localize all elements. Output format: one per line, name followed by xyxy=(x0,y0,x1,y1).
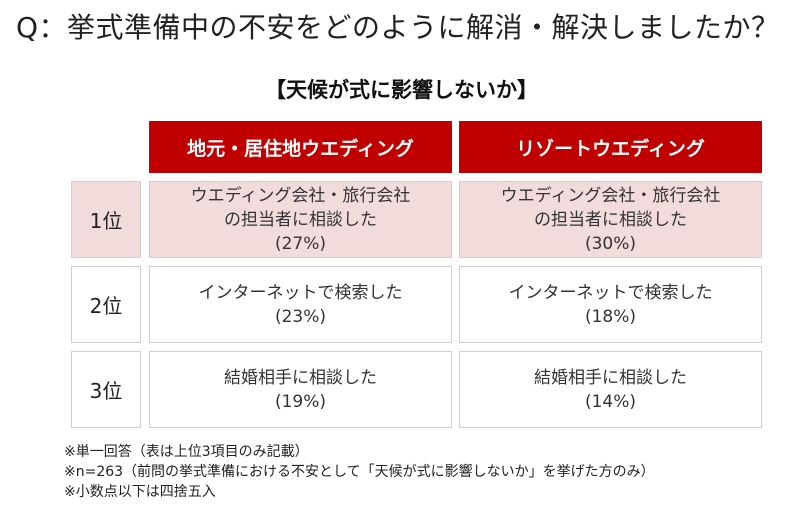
cell-percent: (14%) xyxy=(584,391,637,412)
cell-percent: (19%) xyxy=(274,391,327,412)
table-cell: インターネットで検索した (23%) xyxy=(149,266,452,343)
cell-percent: (27%) xyxy=(274,233,327,254)
cell-percent: (18%) xyxy=(584,306,637,327)
footnote: ※n=263（前問の挙式準備における不安として「天候が式に影響しないか」を挙げた… xyxy=(64,464,655,480)
table-cell: ウエディング会社・旅行会社 の担当者に相談した (30%) xyxy=(459,181,762,258)
cell-text: ウエディング会社・旅行会社 xyxy=(190,185,411,206)
footnote: ※単一回答（表は上位3項目のみ記載） xyxy=(64,444,309,460)
cell-percent: (30%) xyxy=(584,233,637,254)
rank-label-1: 1位 xyxy=(71,181,141,258)
column-header-resort-wedding: リゾートウエディング xyxy=(459,121,762,173)
cell-text: 結婚相手に相談した xyxy=(224,367,377,388)
question-title: Q：挙式準備中の不安をどのように解消・解決しましたか？ xyxy=(16,11,780,44)
cell-text: インターネットで検索した xyxy=(198,282,403,303)
table-cell: 結婚相手に相談した (19%) xyxy=(149,351,452,428)
footnotes: ※単一回答（表は上位3項目のみ記載） ※n=263（前問の挙式準備における不安と… xyxy=(64,442,655,502)
rank-label-2: 2位 xyxy=(71,266,141,343)
cell-text: 結婚相手に相談した xyxy=(534,367,687,388)
cell-text: ウエディング会社・旅行会社 xyxy=(500,185,721,206)
cell-percent: (23%) xyxy=(274,306,327,327)
footnote: ※小数点以下は四捨五入 xyxy=(64,484,216,500)
table-subtitle: 【天候が式に影響しないか】 xyxy=(265,78,538,102)
table-cell: 結婚相手に相談した (14%) xyxy=(459,351,762,428)
table-cell: インターネットで検索した (18%) xyxy=(459,266,762,343)
table-cell: ウエディング会社・旅行会社 の担当者に相談した (27%) xyxy=(149,181,452,258)
cell-text: の担当者に相談した xyxy=(534,209,687,230)
rank-label-3: 3位 xyxy=(71,351,141,428)
cell-text: インターネットで検索した xyxy=(508,282,713,303)
column-header-local-wedding: 地元・居住地ウエディング xyxy=(149,121,452,173)
cell-text: の担当者に相談した xyxy=(224,209,377,230)
